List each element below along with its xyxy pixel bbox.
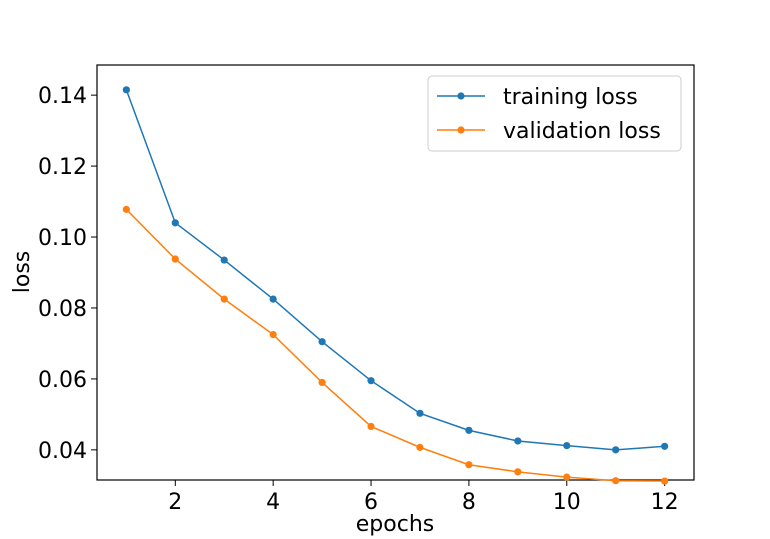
validation-loss-point (465, 461, 473, 469)
training-loss-point (318, 338, 326, 346)
legend-frame (427, 75, 682, 152)
validation-loss-point (416, 443, 424, 451)
y-tick-label: 0.10 (38, 226, 87, 251)
training-loss-point (171, 219, 179, 227)
validation-loss-point (563, 473, 571, 481)
training-loss-point (612, 446, 620, 454)
validation-loss-point (269, 330, 277, 339)
plot-frame (96, 64, 695, 481)
y-axis-label: loss (10, 251, 35, 294)
x-tick-label: 8 (462, 490, 476, 515)
legend-label-training-loss: training loss (503, 85, 638, 110)
y-tick-label: 0.12 (38, 155, 87, 180)
plot-area (96, 64, 695, 481)
x-tick-label: 10 (553, 490, 581, 515)
x-tick-label: 12 (651, 490, 679, 515)
x-tick-label: 4 (266, 490, 280, 515)
series-layer (122, 86, 669, 485)
validation-loss-point (612, 477, 620, 485)
validation-loss-point (661, 477, 669, 485)
training-loss-point (465, 426, 473, 434)
y-tick-label: 0.06 (38, 368, 87, 393)
validation-loss-point (514, 468, 522, 476)
legend-label-validation-loss: validation loss (503, 119, 661, 144)
validation-loss-point (171, 255, 179, 263)
training-loss-line (125, 89, 665, 451)
y-axis: 0.04 0.06 0.08 0.10 0.12 0.14 (38, 84, 97, 464)
training-loss-point (514, 437, 522, 445)
training-loss-point (220, 256, 228, 264)
x-axis-label: epochs (356, 512, 434, 537)
validation-loss-line (125, 208, 665, 482)
training-loss-point (563, 441, 571, 450)
y-tick-label: 0.04 (38, 439, 87, 464)
validation-loss-point (367, 422, 375, 431)
validation-loss-point (318, 378, 326, 387)
legend-marker-training-loss (457, 92, 465, 100)
training-loss-point (269, 295, 277, 303)
y-tick-label: 0.08 (38, 297, 87, 322)
validation-loss-point (122, 205, 130, 213)
training-loss-point (367, 377, 375, 385)
x-tick-label: 6 (364, 490, 378, 515)
legend-marker-validation-loss (457, 126, 465, 134)
x-axis: 2 4 6 8 10 12 (168, 480, 679, 515)
training-loss-point (122, 86, 130, 94)
validation-loss-point (220, 295, 228, 303)
training-loss-point (416, 409, 424, 417)
x-tick-label: 2 (168, 490, 182, 515)
training-loss-point (661, 442, 669, 450)
legend: training loss validation loss (427, 75, 682, 152)
y-tick-label: 0.14 (38, 84, 87, 109)
